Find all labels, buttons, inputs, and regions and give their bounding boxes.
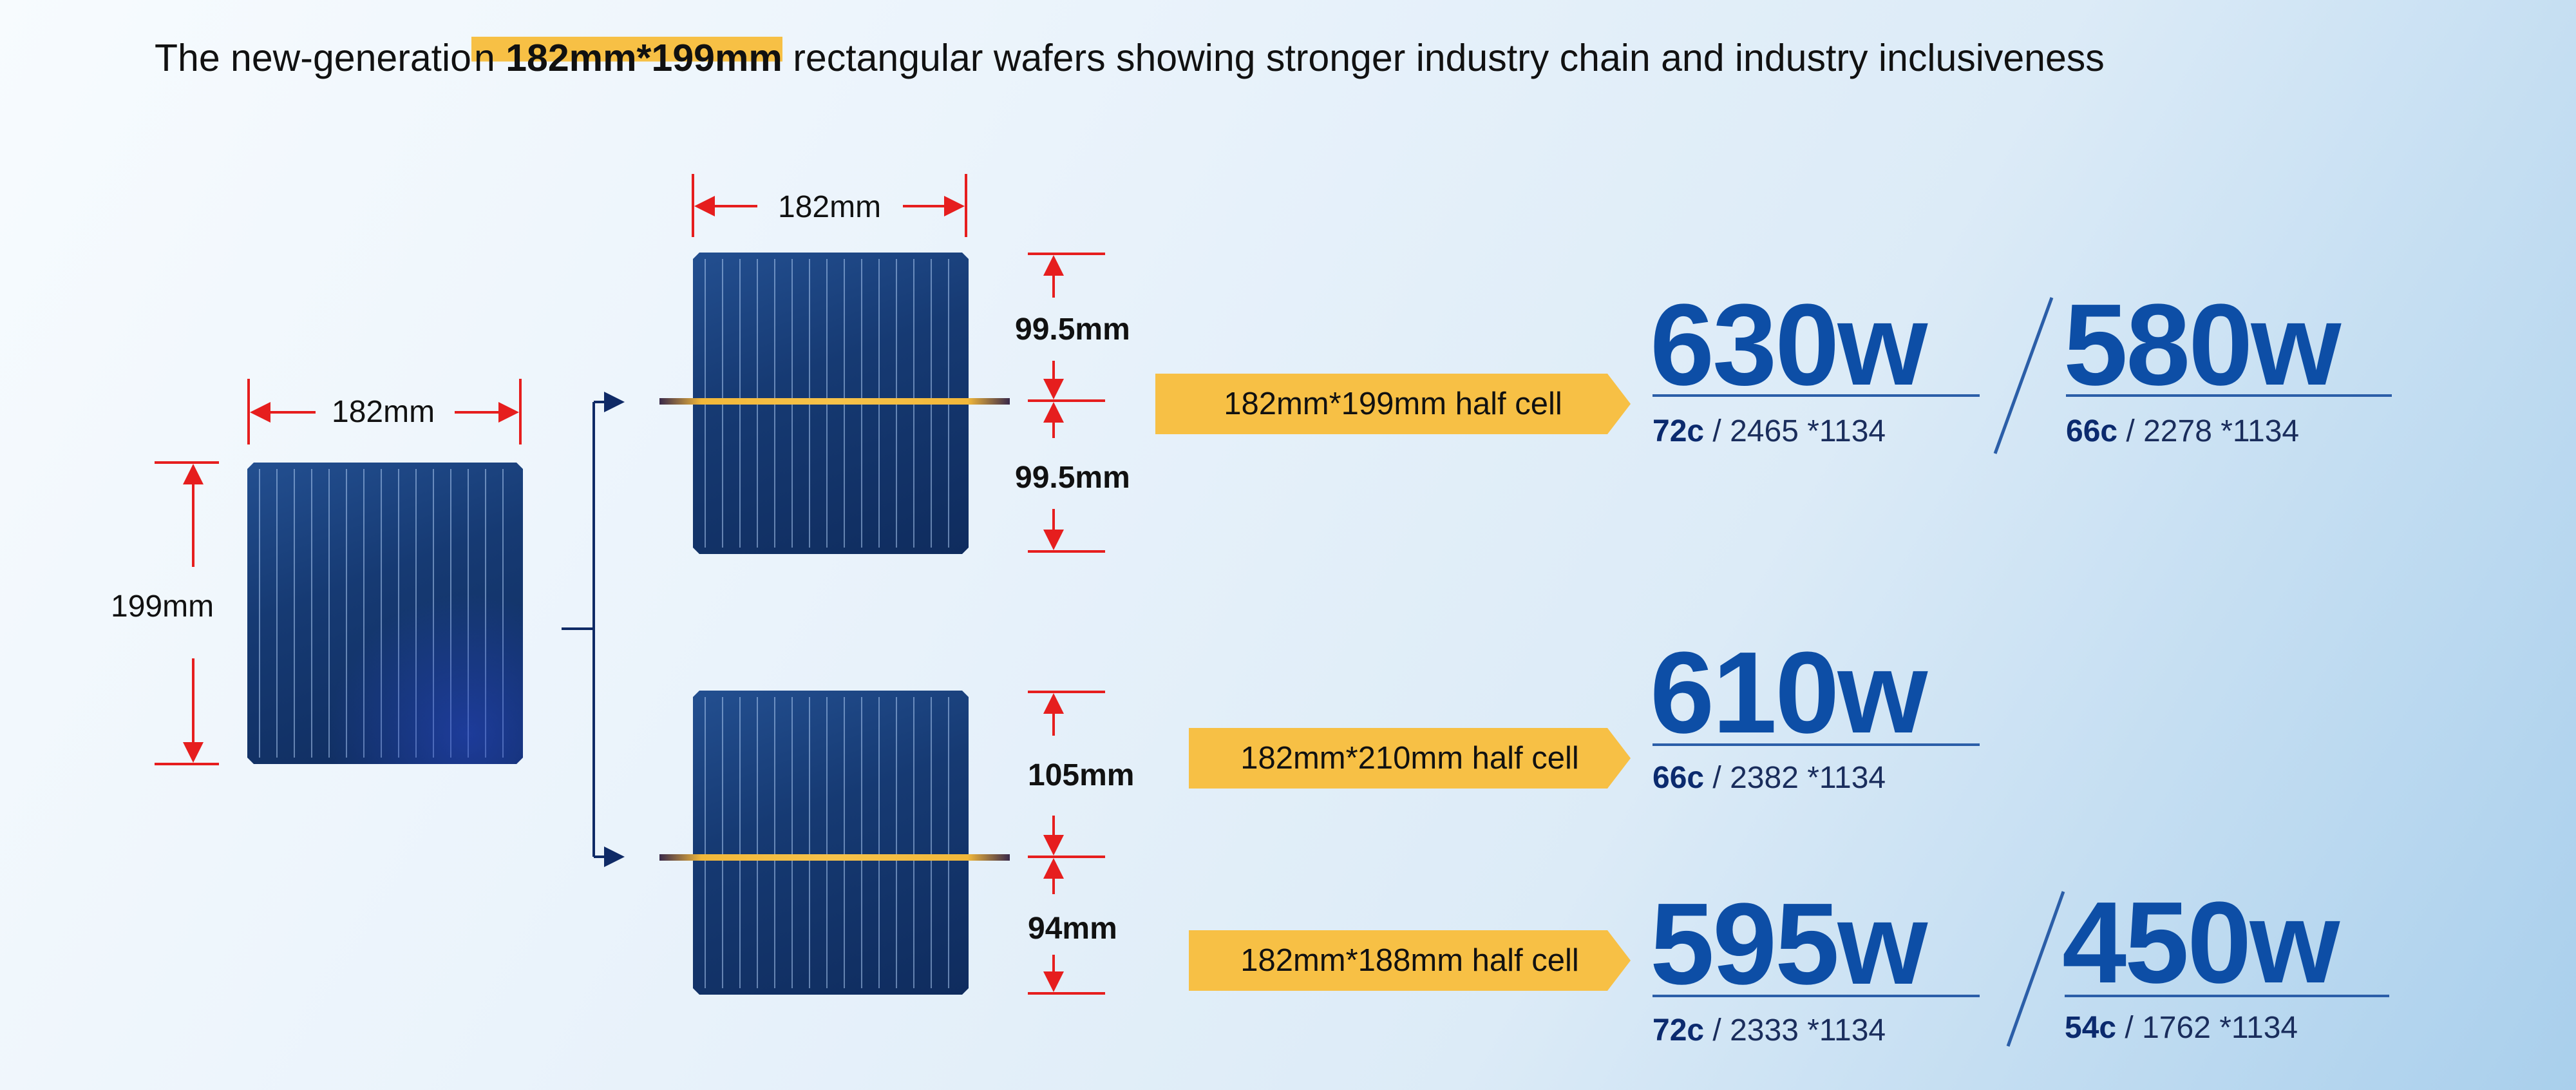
headline-prefix: The new-generatio (155, 37, 471, 79)
module-underline (1653, 995, 1980, 997)
upper-top-half-label: 99.5mm (1015, 312, 1130, 347)
headline-highlight: n 182mm*199mm (471, 37, 782, 79)
half-cell-tag-210: 182mm*210mm half cell (1189, 728, 1631, 789)
module-watt-595: 595w (1650, 879, 1927, 1009)
module-cells: 66c (2066, 414, 2118, 448)
module-size: / 2465 *1134 (1704, 414, 1886, 448)
upper-cut-line (659, 398, 1010, 405)
headline-highlight-bold: 182mm*199mm (506, 37, 782, 79)
module-cells: 54c (2065, 1011, 2117, 1045)
lower-cut-line (659, 854, 1010, 861)
module-underline (1653, 394, 1980, 397)
lower-top-half-label: 105mm (1028, 758, 1135, 792)
module-watt-630: 630w (1650, 280, 1927, 410)
source-height-label: 199mm (111, 589, 214, 624)
headline: The new-generation 182mm*199mm rectangul… (155, 36, 2105, 80)
module-cells: 66c (1653, 761, 1705, 795)
module-underline (2065, 995, 2389, 997)
separator-slash-bottom (2006, 891, 2065, 1047)
module-underline (2066, 394, 2392, 397)
module-cells: 72c (1653, 1013, 1705, 1047)
module-spec-595: 72c / 2333 *1134 (1653, 1013, 1886, 1048)
source-width-label: 182mm (332, 395, 435, 429)
half-cell-tag-188: 182mm*188mm half cell (1189, 930, 1631, 991)
module-spec-610: 66c / 2382 *1134 (1653, 760, 1886, 796)
lower-wafer (693, 691, 969, 995)
module-cells: 72c (1653, 414, 1705, 448)
source-wafer (247, 463, 523, 764)
upper-width-label: 182mm (778, 190, 882, 224)
module-size: / 2382 *1134 (1704, 761, 1886, 795)
module-spec-630: 72c / 2465 *1134 (1653, 414, 1886, 449)
module-size: / 2278 *1134 (2117, 414, 2300, 448)
module-size: / 2333 *1134 (1704, 1013, 1886, 1047)
module-underline (1653, 743, 1980, 746)
module-size: / 1762 *1134 (2116, 1011, 2298, 1045)
module-spec-580: 66c / 2278 *1134 (2066, 414, 2299, 449)
module-watt-580: 580w (2063, 280, 2341, 410)
lower-bottom-half-label: 94mm (1028, 912, 1117, 946)
headline-suffix: rectangular wafers showing stronger indu… (782, 37, 2105, 79)
module-watt-450: 450w (2062, 878, 2340, 1008)
headline-highlight-plain: n (473, 37, 506, 79)
separator-slash-top (1993, 297, 2054, 454)
half-cell-tag-199: 182mm*199mm half cell (1155, 374, 1631, 434)
module-spec-450: 54c / 1762 *1134 (2065, 1010, 2298, 1046)
split-connector (562, 392, 625, 867)
upper-bottom-half-label: 99.5mm (1015, 461, 1130, 495)
module-watt-610: 610w (1650, 628, 1927, 758)
